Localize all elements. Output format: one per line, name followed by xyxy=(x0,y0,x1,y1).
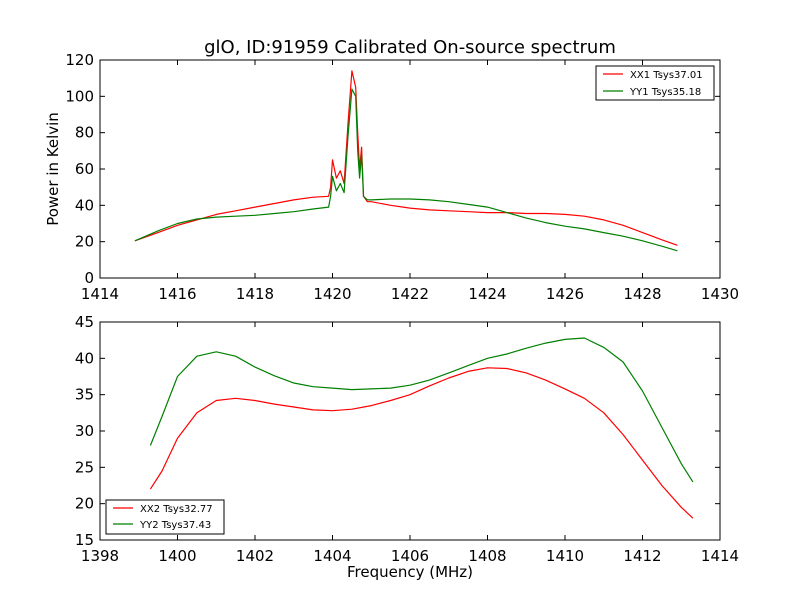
x-tick-label: 1430 xyxy=(701,285,739,303)
x-tick-label: 1426 xyxy=(546,285,584,303)
plot-lines xyxy=(149,337,694,519)
x-tick-label: 1414 xyxy=(81,285,119,303)
x-tick-label: 1414 xyxy=(701,547,739,565)
chart-title: glO, ID:91959 Calibrated On-source spect… xyxy=(204,37,616,58)
bottom-spectrum-chart: 1398 1400 1402 1404 1406 1408 1410 1412 1414 15 20… xyxy=(75,313,739,581)
legend-label-xx2: XX2 Tsys32.77 xyxy=(140,504,213,515)
legend-label-yy2: YY2 Tsys37.43 xyxy=(139,520,211,531)
y-tick-label: 20 xyxy=(75,233,94,251)
x-tick-label: 1416 xyxy=(158,285,196,303)
x-tick-label: 1422 xyxy=(391,285,429,303)
y-tick-label: 15 xyxy=(75,531,94,549)
x-axis-label: Frequency (MHz) xyxy=(347,563,473,581)
x-tick-label: 1404 xyxy=(313,547,351,565)
top-spectrum-chart: glO, ID:91959 Calibrated On-source spect… xyxy=(44,37,739,303)
x-tick-label: 1412 xyxy=(623,547,661,565)
x-tick-label: 1398 xyxy=(81,547,119,565)
x-tick-label: 1420 xyxy=(313,285,351,303)
series-line-0 xyxy=(149,367,694,519)
y-tick-label: 30 xyxy=(75,422,94,440)
x-tick-label: 1408 xyxy=(468,547,506,565)
y-tick-label: 40 xyxy=(75,196,94,214)
x-tick-label: 1400 xyxy=(158,547,196,565)
x-tick-label: 1424 xyxy=(468,285,506,303)
x-tick-label: 1406 xyxy=(391,547,429,565)
y-axis-label: Power in Kelvin xyxy=(44,112,62,226)
y-tick-label: 25 xyxy=(75,458,94,476)
y-tick-label: 100 xyxy=(65,87,94,105)
series-line-1 xyxy=(149,337,694,483)
y-tick-label: 40 xyxy=(75,349,94,367)
y-tick-label: 80 xyxy=(75,124,94,142)
axis-ticks: 1414 1416 1418 1420 1422 1424 1426 1428 1430 0 20 4… xyxy=(65,51,739,303)
y-tick-label: 120 xyxy=(65,51,94,69)
x-tick-label: 1402 xyxy=(236,547,274,565)
series-line-0 xyxy=(134,70,678,246)
legend-box xyxy=(595,65,715,101)
x-tick-label: 1410 xyxy=(546,547,584,565)
series-line-1 xyxy=(134,88,678,252)
y-tick-label: 60 xyxy=(75,160,94,178)
legend: XX1 Tsys37.01 YY1 Tsys35.18 xyxy=(595,65,715,101)
axis-ticks: 1398 1400 1402 1404 1406 1408 1410 1412 1414 15 20… xyxy=(75,313,739,565)
x-tick-label: 1418 xyxy=(236,285,274,303)
y-tick-label: 20 xyxy=(75,495,94,513)
legend-box xyxy=(105,499,225,535)
y-tick-label: 0 xyxy=(84,269,94,287)
y-tick-label: 35 xyxy=(75,386,94,404)
legend-label-yy1: YY1 Tsys35.18 xyxy=(629,87,701,98)
plot-lines xyxy=(134,70,678,252)
x-tick-label: 1428 xyxy=(623,285,661,303)
legend-label-xx1: XX1 Tsys37.01 xyxy=(630,70,703,81)
legend: XX2 Tsys32.77 YY2 Tsys37.43 xyxy=(105,499,225,535)
y-tick-label: 45 xyxy=(75,313,94,331)
